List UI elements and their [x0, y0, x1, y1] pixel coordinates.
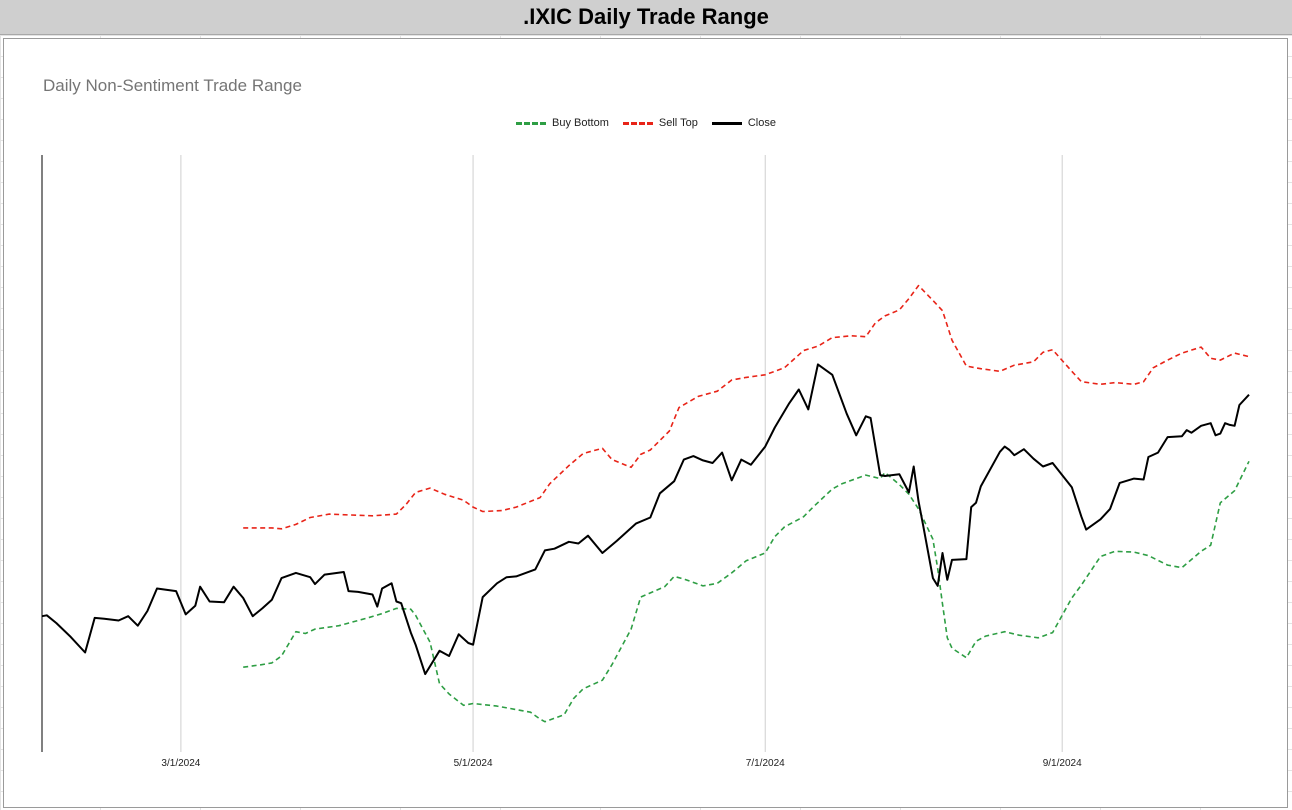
legend-item-sell-top: Sell Top	[622, 117, 698, 129]
window-title-bar: .IXIC Daily Trade Range	[0, 0, 1292, 35]
legend-label-close: Close	[747, 117, 776, 129]
series-line-sell-top	[243, 284, 1250, 530]
window-title: .IXIC Daily Trade Range	[523, 4, 769, 29]
legend-label-sell-top: Sell Top	[658, 117, 698, 129]
series-line-buy-bottom	[243, 460, 1250, 723]
chart-title: Daily Non-Sentiment Trade Range	[43, 76, 302, 95]
x-tick-label-1: 5/1/2024	[454, 758, 493, 769]
x-tick-label-3: 9/1/2024	[1043, 758, 1082, 769]
legend-swatch-sell-top	[622, 121, 653, 125]
series-line-close	[41, 363, 1250, 676]
legend-label-buy-bottom: Buy Bottom	[552, 117, 609, 129]
legend-item-close: Close	[711, 117, 776, 129]
legend-item-buy-bottom: Buy Bottom	[516, 117, 609, 129]
chart-legend: Buy Bottom Sell Top Close	[0, 117, 1292, 129]
x-tick-label-2: 7/1/2024	[746, 758, 785, 769]
chart-container[interactable]	[3, 38, 1288, 808]
legend-swatch-buy-bottom	[516, 121, 547, 125]
x-tick-label-0: 3/1/2024	[161, 758, 200, 769]
legend-swatch-close	[711, 121, 742, 125]
